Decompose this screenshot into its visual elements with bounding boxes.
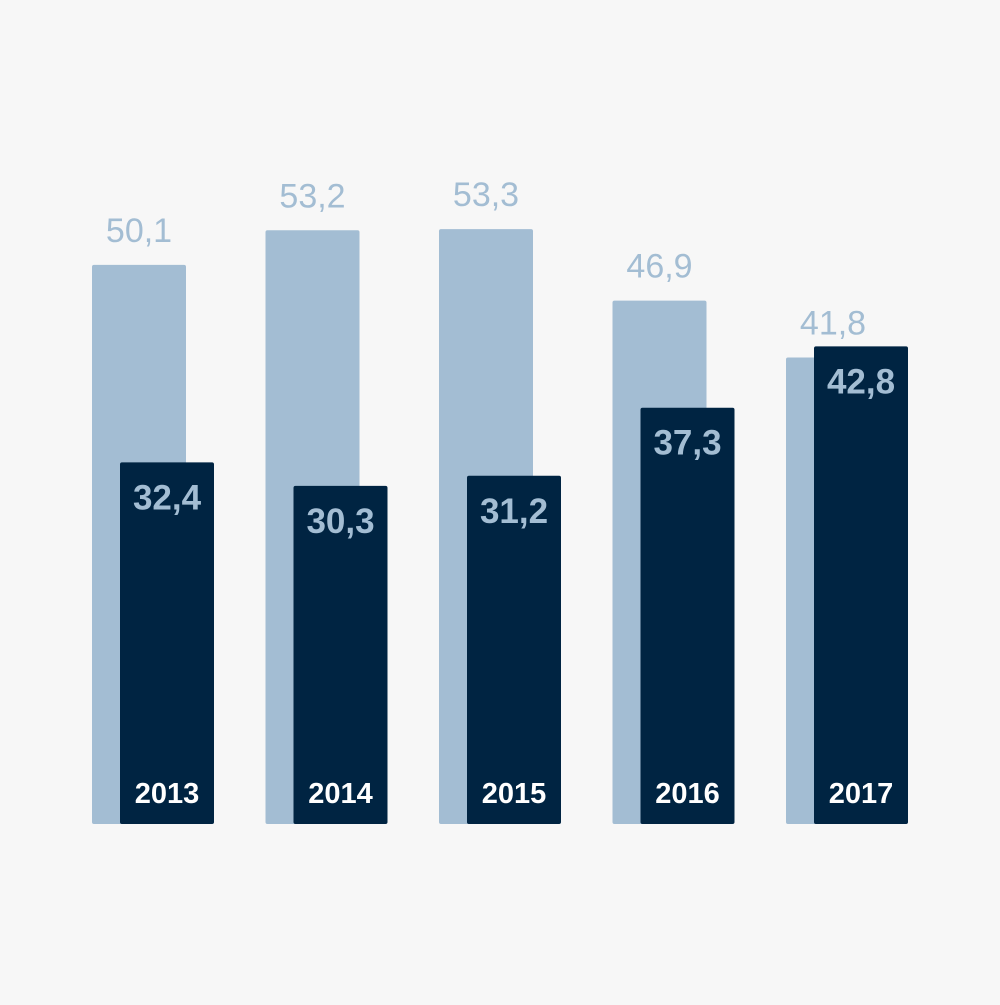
- value-label-back-2016: 46,9: [626, 248, 692, 286]
- category-label-2017: 2017: [829, 778, 894, 810]
- bar-front-2016: [640, 407, 735, 824]
- bar-front-2013: [120, 462, 214, 824]
- value-label-back-2015: 53,3: [453, 176, 519, 214]
- value-label-back-2013: 50,1: [106, 212, 172, 250]
- value-label-front-2016: 37,3: [653, 424, 721, 463]
- category-label-2014: 2014: [308, 778, 373, 810]
- value-label-back-2014: 53,2: [279, 177, 345, 215]
- value-label-front-2015: 31,2: [480, 492, 548, 531]
- value-label-front-2013: 32,4: [133, 478, 202, 517]
- category-label-2016: 2016: [655, 778, 720, 810]
- bar-front-2014: [293, 485, 388, 824]
- category-label-2013: 2013: [135, 778, 200, 810]
- bar-front-2015: [467, 475, 561, 824]
- value-label-front-2014: 30,3: [306, 502, 374, 541]
- category-label-2015: 2015: [482, 778, 547, 810]
- value-label-back-2017: 41,8: [800, 305, 866, 343]
- bar-front-2017: [814, 346, 908, 824]
- value-label-front-2017: 42,8: [827, 362, 895, 401]
